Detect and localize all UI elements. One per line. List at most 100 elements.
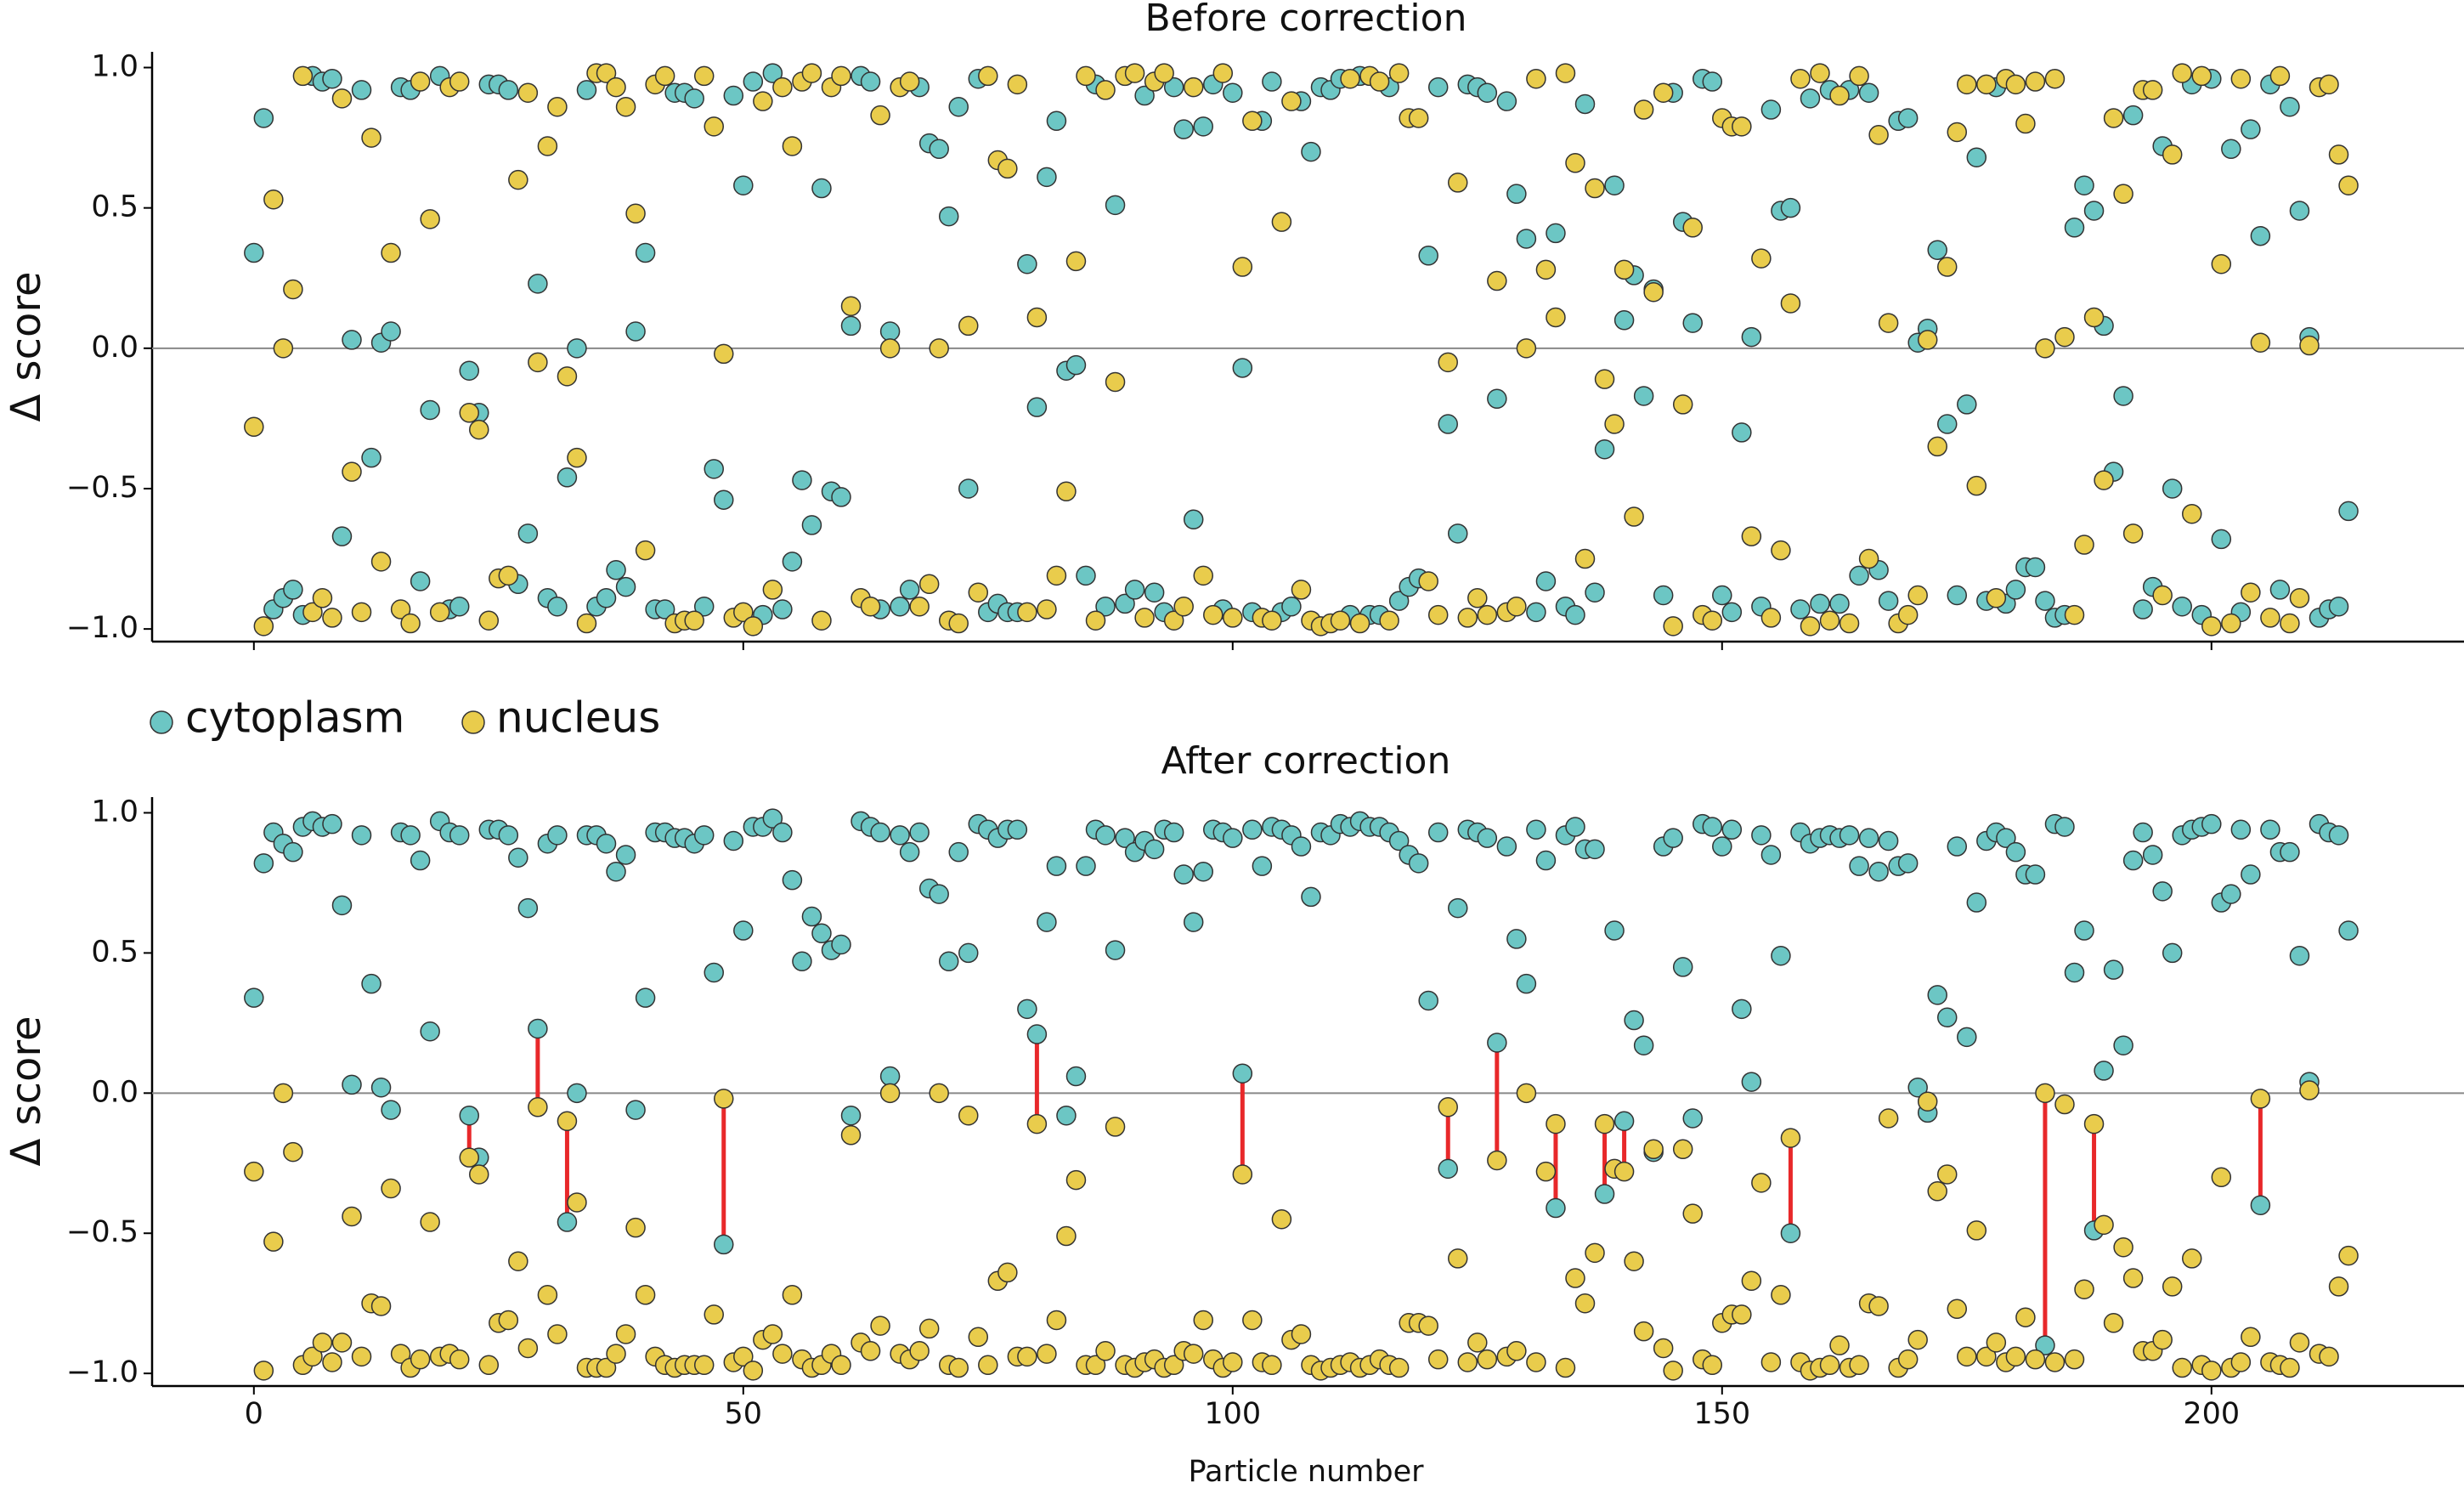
data-point (2122, 523, 2144, 544)
data-point (890, 596, 910, 617)
data-point (410, 850, 431, 871)
data-point (537, 136, 558, 156)
data-point (1095, 1341, 1116, 1361)
data-point (635, 242, 656, 263)
data-point (1535, 1161, 1557, 1182)
data-point (909, 1341, 930, 1361)
y-tick-label: 0.5 (91, 190, 138, 224)
data-point (2201, 813, 2222, 835)
data-point (1760, 1352, 1782, 1372)
data-point (1203, 604, 1224, 625)
data-point (322, 1352, 342, 1372)
data-point (2064, 218, 2085, 238)
data-point (1037, 167, 1057, 188)
data-point (1046, 856, 1067, 876)
data-point (978, 65, 998, 87)
panel: −1.0 −0.5 0.0 0.5 1.0 (66, 49, 2464, 650)
data-point (2211, 253, 2232, 274)
data-point (1897, 108, 1919, 128)
data-point (312, 588, 333, 608)
data-point (1438, 352, 1458, 373)
data-point (596, 1357, 617, 1378)
data-point (811, 923, 832, 944)
data-point (2015, 1307, 2036, 1327)
data-point (253, 108, 274, 128)
data-point (1516, 338, 1537, 359)
data-point (1878, 313, 1899, 333)
data-point (1897, 853, 1919, 874)
data-point (625, 321, 646, 342)
data-point (684, 610, 704, 631)
data-point (1682, 313, 1703, 333)
data-point (2191, 65, 2213, 87)
data-point (1017, 253, 1037, 274)
data-point (1535, 259, 1557, 280)
data-point (918, 1318, 940, 1339)
data-point (968, 582, 989, 603)
data-point (1262, 610, 1282, 631)
data-point (1535, 850, 1557, 871)
data-point (2005, 1346, 2026, 1367)
data-point (1193, 1310, 1213, 1331)
data-point (1506, 596, 1527, 617)
data-point (1907, 585, 1928, 606)
data-point (693, 1355, 715, 1376)
data-point (1849, 565, 1869, 586)
data-point (1868, 861, 1889, 882)
data-point (2269, 580, 2291, 600)
data-point (2328, 1276, 2349, 1297)
data-point (498, 80, 519, 100)
data-point (1388, 591, 1410, 611)
data-point (517, 523, 539, 544)
panel-title: After correction (1161, 739, 1451, 783)
data-point (1574, 548, 1596, 569)
y-tick-label: −1.0 (66, 611, 138, 645)
data-point (1936, 1164, 1958, 1185)
data-point (704, 116, 724, 137)
data-point (723, 830, 744, 851)
data-point (1134, 608, 1155, 628)
y-axis-label: Δ score (3, 271, 50, 422)
data-point (1957, 394, 1977, 415)
data-point (1771, 945, 1791, 966)
data-point (615, 1324, 636, 1344)
data-point (704, 459, 724, 479)
data-point (2230, 819, 2252, 840)
data-point (772, 599, 793, 620)
y-axis-label: Δ score (3, 1016, 50, 1166)
data-point (1526, 819, 1546, 840)
data-point (1957, 74, 1977, 95)
data-point (1065, 251, 1087, 272)
data-point (2122, 105, 2144, 126)
data-point (381, 1100, 401, 1120)
data-point (1242, 819, 1263, 840)
data-point (635, 540, 656, 561)
data-point (596, 834, 617, 854)
data-point (1927, 240, 1947, 260)
data-point (351, 1346, 372, 1367)
data-point (331, 526, 353, 546)
data-point (517, 1338, 539, 1359)
data-point (733, 175, 754, 195)
data-point (2221, 139, 2241, 160)
data-point (1829, 85, 1850, 106)
data-point (1574, 1293, 1596, 1314)
x-tick-label: 150 (1693, 1397, 1750, 1431)
data-point (1936, 414, 1958, 434)
data-point (2122, 1268, 2144, 1288)
data-point (1144, 582, 1165, 603)
data-point (498, 1310, 519, 1331)
data-point (2113, 386, 2133, 406)
y-tick-label: 1.0 (91, 49, 138, 83)
data-point (929, 338, 949, 359)
data-point (331, 1332, 353, 1353)
data-point (1535, 571, 1557, 591)
data-point (1427, 76, 1449, 98)
data-point (1291, 580, 1312, 600)
data-point (1065, 354, 1087, 376)
data-point (1790, 68, 1811, 89)
data-point (918, 574, 940, 595)
data-point (615, 576, 636, 597)
data-point (420, 1021, 440, 1042)
data-point (1037, 1344, 1057, 1364)
